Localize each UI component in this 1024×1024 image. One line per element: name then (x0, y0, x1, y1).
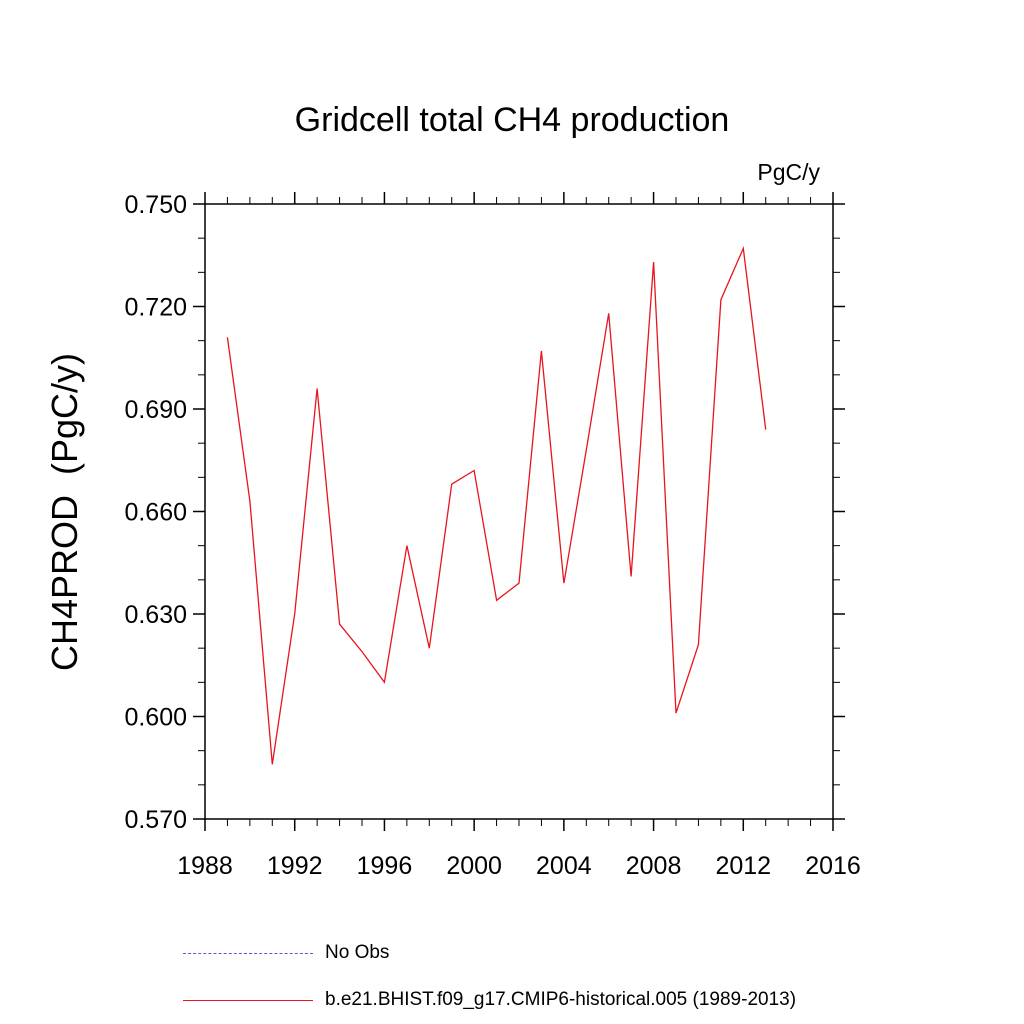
x-tick-label: 1988 (177, 852, 233, 880)
plot-border (204, 203, 834, 820)
x-tick-label: 2004 (536, 852, 592, 880)
chart-title: Gridcell total CH4 production (295, 101, 730, 139)
x-tick-label: 1996 (357, 852, 413, 880)
y-axis: 0.570 0.600 0.630 0.660 0.690 0.720 0.750 (124, 191, 845, 834)
series-layer (226, 245, 767, 765)
x-tick-label: 2000 (446, 852, 502, 880)
y-tick-label: 0.720 (124, 294, 187, 322)
x-tick-label: 2016 (805, 852, 861, 880)
x-tick-label: 2008 (626, 852, 682, 880)
legend-swatch-solid (183, 999, 313, 1001)
legend-item-no-obs: No Obs (183, 942, 389, 964)
y-tick-label: 0.600 (124, 704, 187, 732)
legend-label: No Obs (325, 942, 390, 963)
y-tick-label: 0.750 (124, 191, 187, 219)
legend-label: b.e21.BHIST.f09_g17.CMIP6-historical.005… (325, 989, 797, 1010)
series-line (226, 245, 767, 765)
units-label: PgC/y (757, 159, 820, 185)
y-tick-label: 0.660 (124, 499, 187, 527)
y-axis-label: CH4PROD (PgC/y) (44, 353, 85, 671)
y-tick-label: 0.570 (124, 806, 187, 834)
x-tick-label: 2012 (715, 852, 771, 880)
plot-frame (204, 203, 834, 820)
y-tick-label: 0.690 (124, 396, 187, 424)
legend-swatch-dashed (183, 952, 313, 954)
y-tick-label: 0.630 (124, 601, 187, 629)
legend-item-series: b.e21.BHIST.f09_g17.CMIP6-historical.005… (183, 989, 796, 1011)
x-tick-label: 1992 (267, 852, 323, 880)
x-axis: 1988 1992 1996 2000 2004 2008 2012 2016 (177, 192, 861, 880)
